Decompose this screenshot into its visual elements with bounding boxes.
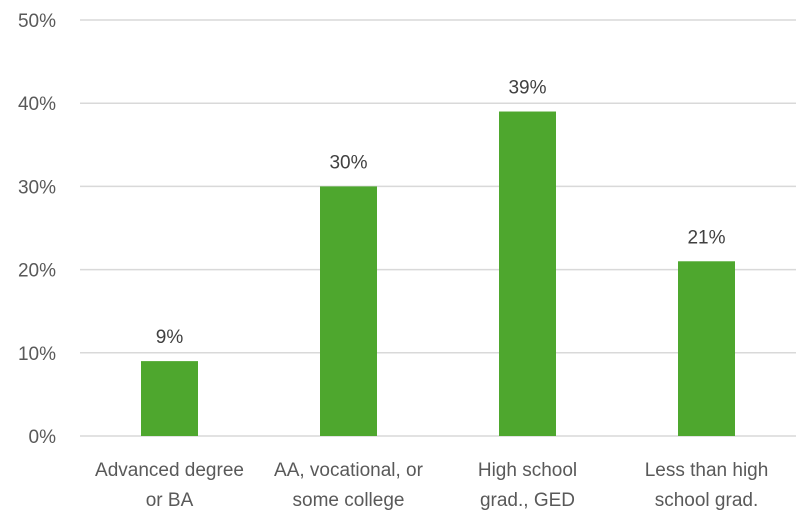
bar [320, 186, 377, 436]
data-label: 21% [687, 227, 725, 248]
x-category-label: Less than high [645, 460, 769, 481]
bar [499, 111, 556, 437]
x-category-label: or BA [146, 490, 194, 511]
x-category-label: school grad. [655, 490, 759, 511]
y-tick-label: 0% [29, 427, 57, 448]
x-category-label: High school [478, 460, 577, 481]
x-category-label: Advanced degree [95, 460, 244, 481]
y-tick-label: 10% [18, 344, 56, 365]
bar [141, 361, 198, 436]
y-tick-label: 30% [18, 177, 56, 198]
data-label: 9% [156, 327, 184, 348]
x-category-label: AA, vocational, or [274, 460, 424, 481]
x-category-label: some college [293, 490, 405, 511]
data-label: 30% [329, 152, 367, 173]
y-tick-label: 50% [18, 11, 56, 32]
data-label: 39% [508, 78, 546, 99]
y-tick-label: 20% [18, 261, 56, 282]
y-tick-label: 40% [18, 94, 56, 115]
bar [678, 261, 735, 436]
x-category-label: grad., GED [480, 490, 575, 511]
